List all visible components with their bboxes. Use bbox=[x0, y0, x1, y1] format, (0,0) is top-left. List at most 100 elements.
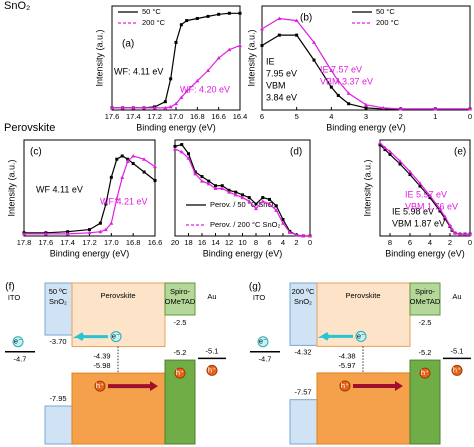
marker bbox=[206, 181, 211, 186]
marker bbox=[329, 68, 334, 72]
level-label: -4.7 bbox=[14, 355, 27, 364]
level-label: -5.2 bbox=[419, 348, 432, 357]
marker bbox=[443, 214, 447, 219]
level-label: -4.32 bbox=[294, 347, 311, 356]
series-line bbox=[261, 17, 470, 110]
level-label: -4.38 bbox=[338, 351, 355, 360]
etl-label: 200 ºC bbox=[292, 287, 315, 296]
marker bbox=[207, 179, 211, 183]
marker bbox=[193, 171, 198, 176]
level-label: -7.57 bbox=[294, 388, 311, 397]
hole-arrow-head bbox=[395, 380, 403, 391]
marker bbox=[438, 207, 442, 211]
marker bbox=[184, 89, 189, 93]
electron bbox=[110, 331, 122, 343]
marker bbox=[260, 199, 265, 203]
marker bbox=[163, 105, 168, 110]
marker bbox=[268, 197, 271, 201]
x-tick-label: 16 bbox=[198, 238, 206, 247]
marker bbox=[428, 196, 432, 200]
level-label: -4.39 bbox=[93, 352, 110, 361]
marker bbox=[153, 164, 157, 169]
level-label: -2.5 bbox=[419, 318, 432, 327]
marker bbox=[281, 218, 285, 222]
electron-arrow bbox=[72, 332, 108, 341]
marker bbox=[438, 209, 442, 213]
marker bbox=[254, 206, 258, 211]
annotation: 3.84 eV bbox=[266, 92, 297, 102]
marker bbox=[169, 77, 173, 81]
electron-label: e⁻ bbox=[14, 337, 22, 346]
legend-label: 200 °C bbox=[142, 18, 166, 27]
series-line bbox=[24, 155, 156, 235]
marker bbox=[126, 157, 130, 161]
marker bbox=[312, 58, 316, 62]
marker bbox=[378, 143, 382, 147]
x-tick-label: 5 bbox=[295, 112, 299, 121]
hole-label: h⁺ bbox=[96, 381, 104, 390]
annotation: WF: 4.20 eV bbox=[180, 84, 230, 94]
hole bbox=[94, 380, 106, 392]
electron bbox=[355, 330, 367, 342]
x-tick-label: 6 bbox=[260, 112, 264, 121]
marker bbox=[450, 227, 454, 231]
hole-label: h⁺ bbox=[421, 368, 429, 377]
marker bbox=[408, 169, 412, 174]
marker bbox=[103, 227, 108, 232]
panel-label: (c) bbox=[30, 147, 42, 158]
y-axis-label: Intensity (a.u.) bbox=[6, 159, 16, 216]
marker bbox=[383, 145, 387, 150]
annotation: WF: 4.11 eV bbox=[114, 66, 163, 76]
x-tick-label: 17.8 bbox=[17, 238, 32, 247]
x-tick-label: 16.8 bbox=[126, 238, 141, 247]
marker bbox=[214, 184, 217, 188]
marker bbox=[220, 184, 224, 188]
panel-label: (f) bbox=[5, 282, 14, 293]
marker bbox=[418, 184, 422, 188]
electron bbox=[12, 336, 24, 348]
panel-label: (a) bbox=[122, 39, 134, 50]
x-tick-label: 16.8 bbox=[190, 112, 205, 121]
x-tick-label: 8 bbox=[388, 238, 392, 247]
electron-arrow bbox=[317, 332, 353, 341]
etl-valence-band bbox=[289, 399, 318, 445]
marker bbox=[364, 102, 368, 107]
x-tick-label: 16.6 bbox=[148, 238, 163, 247]
marker bbox=[109, 221, 114, 225]
marker bbox=[295, 33, 299, 37]
x-tick-label: 0 bbox=[468, 112, 472, 121]
x-tick-label: 0 bbox=[308, 238, 312, 247]
x-tick-label: 4 bbox=[428, 238, 432, 247]
level-label: -5.1 bbox=[451, 346, 464, 355]
marker bbox=[120, 105, 125, 110]
marker bbox=[152, 105, 157, 110]
marker bbox=[428, 193, 432, 198]
plot-frame bbox=[379, 139, 471, 237]
htl-label: Spiro- bbox=[415, 287, 436, 296]
marker bbox=[277, 16, 282, 20]
marker bbox=[120, 175, 125, 179]
electron-label: e⁻ bbox=[259, 337, 267, 346]
level-label: -5.97 bbox=[338, 361, 355, 370]
marker bbox=[173, 144, 177, 148]
marker bbox=[195, 16, 199, 20]
marker bbox=[227, 47, 232, 52]
marker bbox=[179, 95, 184, 100]
y-axis-label: Intensity (a.u.) bbox=[362, 159, 372, 216]
marker bbox=[109, 175, 113, 179]
marker bbox=[114, 196, 119, 201]
marker bbox=[142, 170, 146, 174]
marker bbox=[185, 19, 189, 23]
htl-homo bbox=[164, 359, 196, 445]
marker bbox=[98, 221, 102, 225]
etl-label: SnO₂ bbox=[294, 297, 312, 306]
marker bbox=[398, 159, 402, 163]
marker bbox=[220, 186, 225, 190]
marker bbox=[260, 44, 264, 48]
hole-label: h⁺ bbox=[208, 365, 216, 374]
marker bbox=[468, 106, 472, 111]
x-axis-label: Binding energy (eV) bbox=[385, 248, 465, 258]
marker bbox=[468, 232, 472, 236]
hole-label: h⁺ bbox=[453, 365, 461, 374]
